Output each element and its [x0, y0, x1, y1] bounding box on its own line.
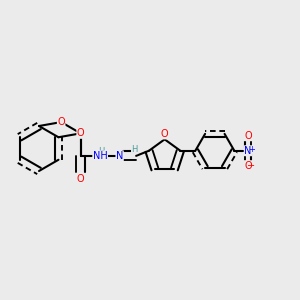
Text: O: O [244, 161, 252, 171]
Text: O: O [57, 117, 65, 127]
Text: N: N [116, 151, 123, 161]
Text: +: + [248, 145, 255, 154]
Text: H: H [131, 145, 138, 154]
Text: H: H [98, 147, 105, 156]
Text: N: N [244, 146, 252, 156]
Text: O: O [77, 128, 85, 138]
Text: O: O [77, 174, 85, 184]
Text: −: − [247, 161, 255, 171]
Text: O: O [244, 131, 252, 141]
Text: NH: NH [93, 151, 107, 161]
Text: O: O [161, 129, 169, 139]
